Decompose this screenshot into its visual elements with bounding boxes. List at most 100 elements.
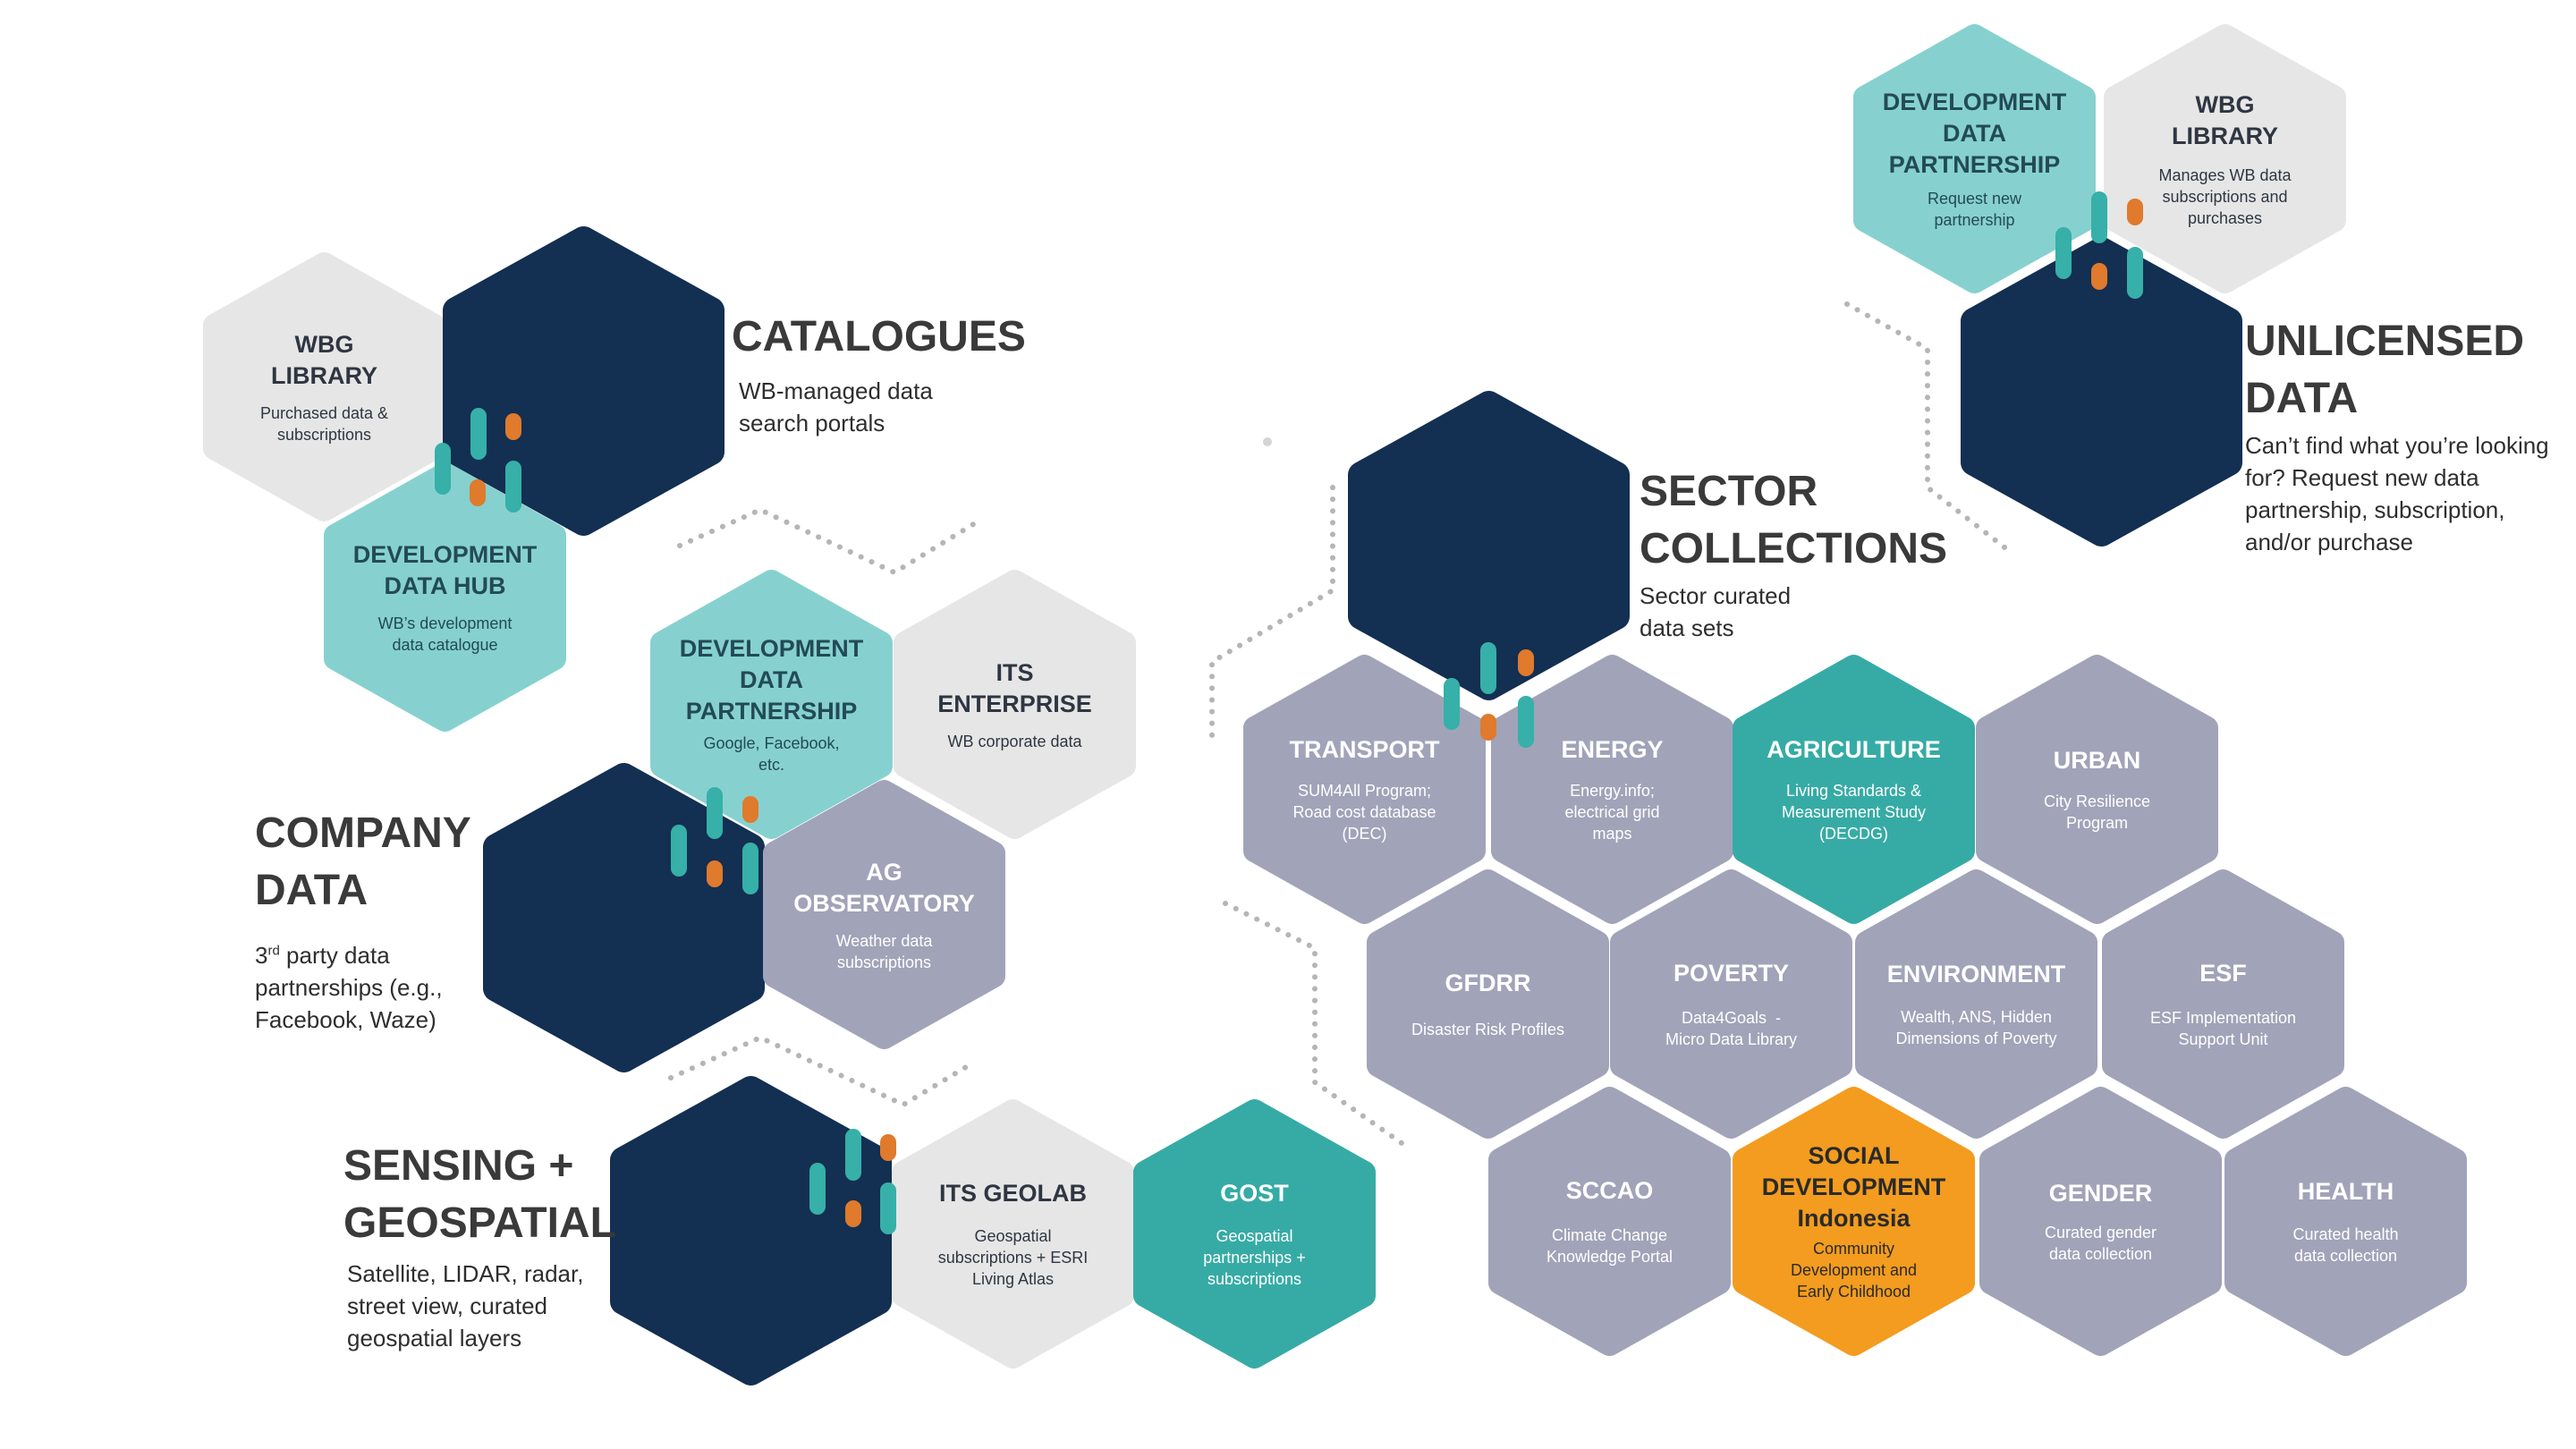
connector-company-sensing — [668, 1034, 973, 1108]
hex-health[interactable]: HEALTH Curated health data collection — [2224, 1087, 2467, 1356]
connector-pill — [880, 1182, 896, 1234]
hex-title-line-1: DEVELOPMENT — [352, 540, 538, 568]
connector-pill — [2127, 247, 2143, 299]
connector-pill — [707, 860, 723, 887]
connector-catalogues-company — [677, 506, 978, 576]
connector-pill — [470, 408, 487, 460]
hex-description: Data4Goals - Micro Data Library — [1665, 1009, 1798, 1048]
hex-description: ESF Implementation Support Unit — [2149, 1009, 2297, 1048]
section-subtitle: Sector curated data sets — [1640, 582, 1792, 641]
hex-description: Wealth, ANS, Hidden Dimensions of Poverty — [1895, 1008, 2057, 1047]
hex-esf[interactable]: ESF ESF Implementation Support Unit — [2102, 869, 2344, 1139]
hex-description: Curated health data collection — [2292, 1225, 2399, 1265]
section-subtitle: WB-managed data search portals — [739, 377, 933, 436]
hex-title: HEALTH — [2297, 1178, 2394, 1205]
hex-sensing-geospatial-main[interactable] — [610, 1076, 892, 1385]
connector-sector-left — [1209, 485, 1335, 745]
hex-description: Energy.info; electrical grid maps — [1564, 782, 1660, 843]
connector-pill — [742, 843, 758, 894]
hex-environment[interactable]: ENVIRONMENT Wealth, ANS, Hidden Dimension… — [1855, 869, 2097, 1139]
connector-pill — [1518, 696, 1534, 748]
hex-transport[interactable]: TRANSPORT SUM4All Program; Road cost data… — [1243, 655, 1486, 924]
hex-ag-observatory[interactable]: AG OBSERVATORY Weather data subscriptions — [763, 780, 1005, 1049]
hex-energy[interactable]: ENERGY Energy.info; electrical grid maps — [1491, 655, 1733, 924]
hex-description: Weather data subscriptions — [835, 931, 933, 971]
hex-title-line-3: PARTNERSHIP — [1888, 151, 2061, 178]
hex-description: SUM4All Program; Road cost database (DEC) — [1292, 782, 1436, 843]
hex-gender[interactable]: GENDER Curated gender data collection — [1979, 1087, 2222, 1356]
section-subtitle: Can’t find what you’re looking for? Reque… — [2245, 432, 2549, 555]
hex-development-data-partnership-unlicensed[interactable]: DEVELOPMENT DATA PARTNERSHIP Request new… — [1853, 24, 2096, 293]
hex-title-line-2: DATA — [740, 666, 803, 693]
hex-description: Google, Facebook, etc. — [703, 734, 840, 774]
section-title: UNLICENSED DATA — [2245, 318, 2525, 422]
hex-title-line-1: ITS — [996, 658, 1034, 686]
section-label-sensing-geospatial: SENSING + GEOSPATIAL Satellite, LIDAR, ra… — [343, 1138, 616, 1354]
hex-title: POVERTY — [1673, 960, 1790, 987]
connector-pill — [1480, 642, 1496, 694]
hex-description: Purchased data & subscriptions — [259, 403, 389, 444]
hex-description: WB’s development data catalogue — [377, 614, 513, 654]
hex-title: ENVIRONMENT — [1886, 961, 2066, 987]
hex-wbg-library-unlicensed[interactable]: WBG LIBRARY Manages WB data subscriptions… — [2104, 24, 2346, 293]
hex-title-line-2: ENTERPRISE — [937, 690, 1092, 717]
hex-title: SCCAO — [1565, 1177, 1654, 1204]
hex-gost[interactable]: GOST Geospatial partnerships + subscriptio… — [1133, 1099, 1376, 1368]
hex-urban[interactable]: URBAN City Resilience Program — [1976, 655, 2218, 924]
connector-pill — [809, 1163, 826, 1215]
dot-marker — [1263, 437, 1272, 446]
hex-description: Request new partnership — [1927, 190, 2022, 229]
hex-title: WBG LIBRARY — [2172, 90, 2278, 149]
hex-description: Community Development and Early Childhood — [1790, 1240, 1918, 1301]
connector-pill — [435, 443, 451, 495]
hex-agriculture[interactable]: AGRICULTURE Living Standards & Measuremen… — [1733, 655, 1975, 924]
hex-unlicensed-data-main[interactable] — [1961, 237, 2242, 547]
hex-title: ITS GEOLAB — [938, 1180, 1087, 1207]
hex-wbg-library-catalogues[interactable]: WBG LIBRARY Purchased data & subscription… — [203, 252, 445, 521]
connector-pill — [470, 479, 486, 506]
hex-title: GFDRR — [1445, 970, 1531, 996]
hex-its-geolab[interactable]: ITS GEOLAB Geospatial subscriptions + ESR… — [892, 1099, 1134, 1368]
hex-catalogues-main[interactable] — [443, 226, 724, 536]
connector-pill — [1480, 714, 1496, 741]
hex-development-data-hub[interactable]: DEVELOPMENT DATA HUB WB’s development dat… — [324, 462, 566, 732]
section-title: CATALOGUES — [732, 313, 1026, 360]
hex-description: City Resilience Program — [2043, 792, 2151, 832]
hex-title: URBAN — [2053, 747, 2141, 774]
hex-title: GENDER — [2048, 1180, 2153, 1207]
section-label-unlicensed-data: UNLICENSED DATA Can’t find what you’re lo… — [2245, 313, 2549, 558]
section-title: SENSING + GEOSPATIAL — [343, 1142, 616, 1247]
hex-title-line-3: PARTNERSHIP — [685, 698, 858, 724]
hex-title: ESF — [2199, 960, 2247, 987]
hex-development-data-partnership-company[interactable]: DEVELOPMENT DATA PARTNERSHIP Google, Fac… — [650, 570, 893, 839]
hex-description: Geospatial partnerships + subscriptions — [1203, 1227, 1306, 1288]
connector-pill — [707, 787, 723, 839]
hex-poverty[interactable]: POVERTY Data4Goals - Micro Data Library — [1610, 869, 1852, 1139]
connector-pill — [2091, 263, 2107, 290]
hex-title-line-3: Indonesia — [1797, 1205, 1911, 1232]
hex-title: TRANSPORT — [1289, 736, 1440, 763]
hex-social-development[interactable]: SOCIAL DEVELOPMENT Indonesia Community De… — [1733, 1087, 1975, 1356]
connector-pill — [845, 1200, 861, 1227]
connector-pill — [880, 1134, 896, 1161]
hex-title: WBG LIBRARY — [271, 330, 377, 389]
hex-title: ENERGY — [1561, 736, 1664, 763]
hex-its-enterprise[interactable]: ITS ENTERPRISE WB corporate data — [894, 570, 1136, 839]
hex-description: Curated gender data collection — [2044, 1224, 2157, 1263]
section-subtitle: 3rd party data partnerships (e.g., Faceb… — [255, 942, 443, 1033]
connector-pill — [1518, 649, 1534, 676]
connector-pill — [845, 1129, 861, 1181]
section-label-catalogues: CATALOGUES WB-managed data search portals — [732, 309, 1026, 439]
connector-pill — [2091, 191, 2107, 243]
hex-sccao[interactable]: SCCAO Climate Change Knowledge Portal — [1488, 1087, 1731, 1356]
hex-description: Manages WB data subscriptions and purchase… — [2158, 165, 2292, 227]
connector-pill — [2055, 227, 2072, 279]
hex-title: GOST — [1220, 1180, 1289, 1207]
hex-gfdrr[interactable]: GFDRR Disaster Risk Profiles — [1367, 869, 1609, 1139]
connector-unlicensed — [1844, 301, 2011, 553]
hex-title-line-2: DATA HUB — [384, 572, 506, 599]
connector-pill — [1444, 678, 1460, 730]
hex-title: AGRICULTURE — [1767, 736, 1941, 763]
